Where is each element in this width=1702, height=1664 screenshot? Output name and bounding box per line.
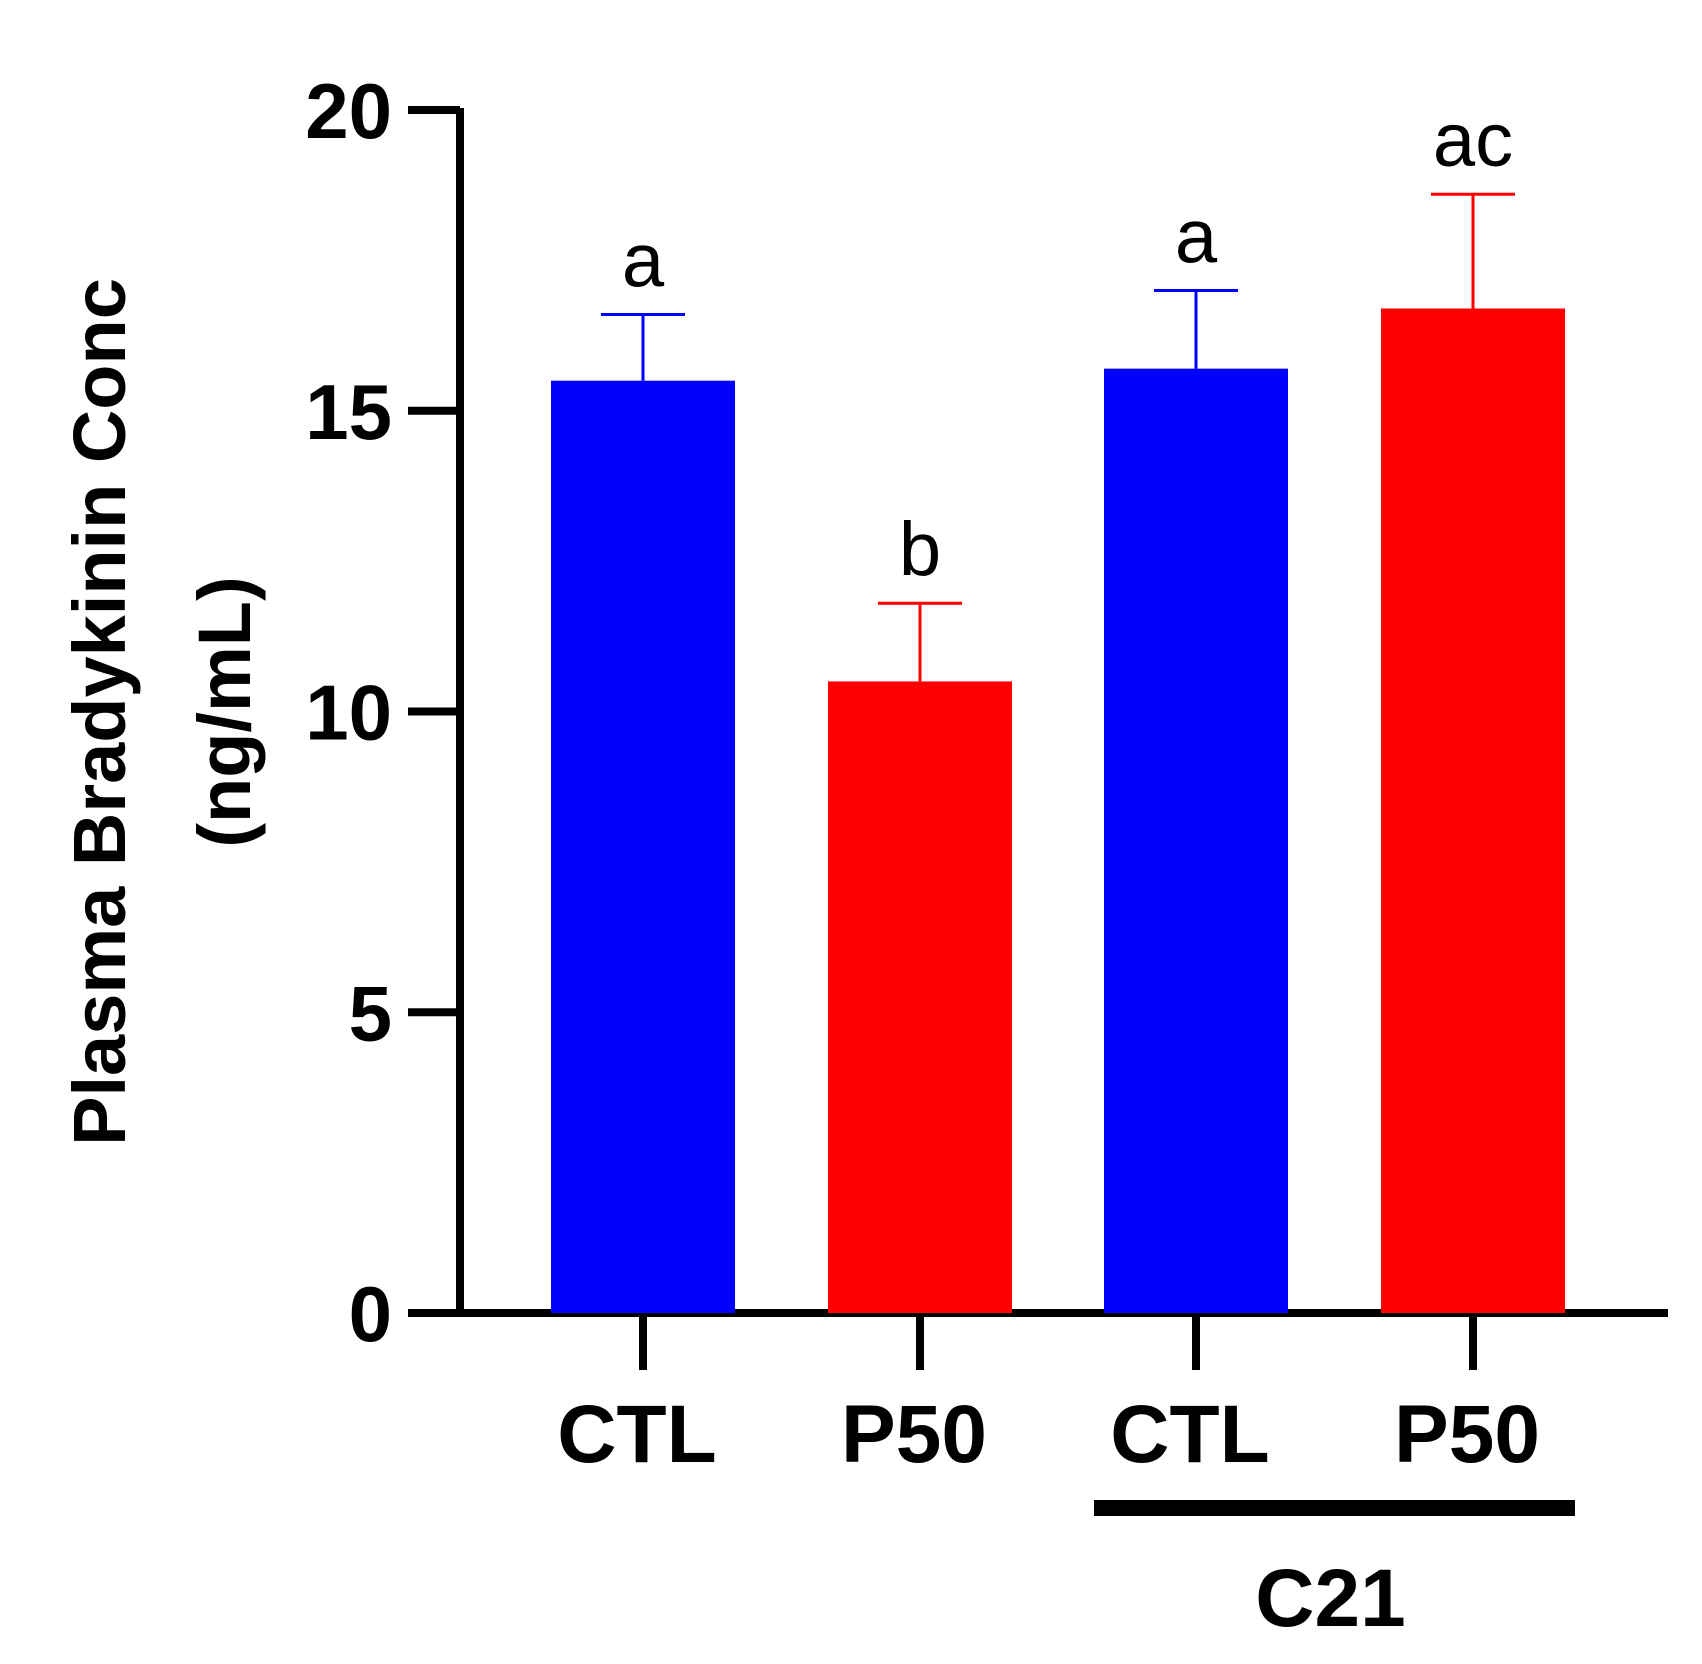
- bar: [1104, 368, 1288, 1313]
- bar: [551, 380, 735, 1313]
- x-tick-label: P50: [1394, 1389, 1540, 1480]
- y-axis-title-line1: Plasma Bradykinin Conc: [58, 278, 141, 1146]
- x-tick-label: CTL: [557, 1389, 716, 1480]
- x-tick-label: CTL: [1110, 1389, 1269, 1480]
- y-axis-ticks: 0 5 10 15 20: [305, 67, 460, 1358]
- significance-label: ac: [1433, 98, 1513, 183]
- y-axis-title-line2: (ng/mL): [183, 576, 266, 847]
- y-tick-label: 0: [349, 1270, 392, 1358]
- significance-label: a: [622, 219, 665, 304]
- bar: [1381, 308, 1565, 1313]
- x-axis-ticks: CTL P50 CTL P50: [557, 1313, 1540, 1480]
- y-tick-label: 10: [305, 669, 392, 757]
- bar: [828, 681, 1012, 1313]
- significance-label: a: [1175, 194, 1218, 279]
- significance-label: b: [899, 507, 941, 592]
- group-label: C21: [1255, 1553, 1405, 1644]
- y-tick-label: 20: [305, 67, 392, 155]
- bars: a b a ac: [551, 98, 1565, 1313]
- y-tick-label: 15: [305, 368, 392, 456]
- x-tick-label: P50: [841, 1389, 987, 1480]
- y-tick-label: 5: [349, 969, 392, 1057]
- group-bracket: C21: [1094, 1500, 1575, 1644]
